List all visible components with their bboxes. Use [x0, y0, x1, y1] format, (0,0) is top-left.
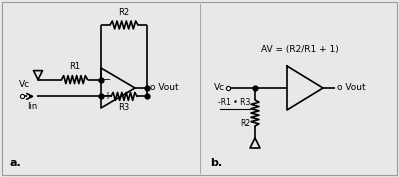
Text: -R1 • R3: -R1 • R3: [217, 98, 250, 107]
Text: R2: R2: [240, 119, 250, 128]
Text: Iin: Iin: [27, 102, 37, 111]
Text: a.: a.: [10, 158, 22, 168]
Text: Vc: Vc: [214, 84, 225, 93]
Text: R1: R1: [69, 62, 80, 71]
Text: R3: R3: [119, 103, 130, 112]
Text: AV = (R2/R1 + 1): AV = (R2/R1 + 1): [261, 45, 339, 54]
Text: +: +: [103, 91, 111, 101]
Text: Vc: Vc: [19, 80, 30, 89]
Text: b.: b.: [210, 158, 222, 168]
Text: o Vout: o Vout: [150, 84, 179, 93]
Text: o Vout: o Vout: [337, 84, 365, 93]
Text: −: −: [103, 75, 111, 85]
Text: R2: R2: [119, 8, 130, 17]
